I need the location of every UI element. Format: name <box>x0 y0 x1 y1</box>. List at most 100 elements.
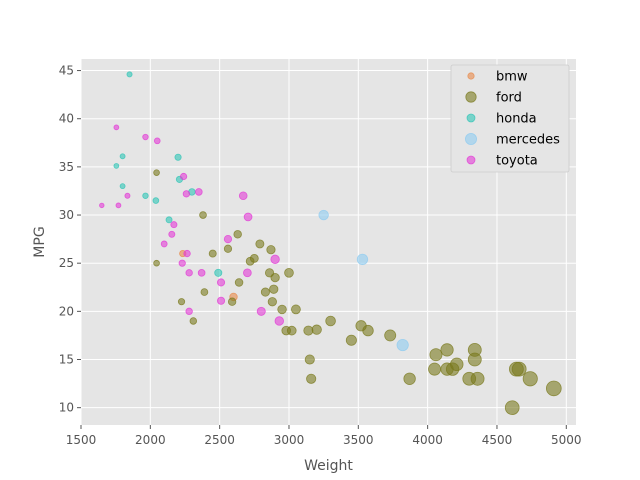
data-point-ford <box>470 371 485 386</box>
data-point-honda <box>152 197 160 204</box>
data-point-ford <box>467 352 482 367</box>
y-tick-label: 30 <box>59 208 74 222</box>
data-point-ford <box>233 230 242 239</box>
data-points <box>99 71 562 416</box>
x-tick-label: 5000 <box>551 433 582 447</box>
data-point-ford <box>345 334 357 346</box>
data-point-honda <box>126 71 133 78</box>
x-tick-label: 2000 <box>135 433 166 447</box>
data-point-ford <box>284 268 294 278</box>
data-point-toyota <box>113 124 120 131</box>
legend-box <box>450 64 570 173</box>
data-point-mercedes <box>396 338 409 352</box>
data-point-ford <box>153 169 160 176</box>
y-tick-label: 45 <box>59 64 74 78</box>
legend-marker-mercedes <box>464 132 477 145</box>
data-point-honda <box>174 153 182 161</box>
legend-label-honda: honda <box>496 112 537 127</box>
data-point-ford <box>325 315 336 327</box>
data-point-toyota <box>115 202 122 209</box>
data-point-toyota <box>270 254 280 264</box>
data-point-toyota <box>124 192 131 199</box>
x-tick-label: 4500 <box>482 433 513 447</box>
x-tick-label: 3000 <box>274 433 305 447</box>
data-point-toyota <box>168 230 176 238</box>
data-point-toyota <box>179 172 188 181</box>
data-point-toyota <box>170 221 178 229</box>
data-point-ford <box>304 354 315 365</box>
legend-label-bmw: bmw <box>496 70 528 85</box>
x-axis-label: Weight <box>304 458 353 474</box>
x-tick-label: 4000 <box>412 433 443 447</box>
legend-label-ford: ford <box>496 91 522 106</box>
legend-marker-honda <box>466 113 476 123</box>
data-point-ford <box>306 373 317 384</box>
data-point-ford <box>286 325 297 336</box>
data-point-honda <box>214 268 223 277</box>
data-point-ford <box>249 253 259 263</box>
data-point-ford <box>260 287 270 297</box>
data-point-ford <box>384 329 397 342</box>
x-axis-ticks: 1500 2000 2500 3000 3500 4000 4500 5000 <box>66 425 582 447</box>
data-point-ford <box>311 324 322 335</box>
data-point-toyota <box>217 296 226 305</box>
data-point-toyota <box>182 190 191 198</box>
data-point-toyota <box>256 306 266 316</box>
x-tick-label: 3500 <box>343 433 374 447</box>
data-point-honda <box>119 183 126 190</box>
data-point-ford <box>267 297 277 307</box>
data-point-honda <box>165 216 173 224</box>
data-point-honda <box>119 153 126 160</box>
data-point-ford <box>189 317 198 325</box>
y-axis-label: MPG <box>32 226 48 257</box>
data-point-ford <box>266 245 276 255</box>
legend-label-mercedes: mercedes <box>496 133 560 148</box>
data-point-toyota <box>195 188 203 196</box>
data-point-toyota <box>197 269 206 277</box>
data-point-toyota <box>243 268 252 278</box>
data-point-ford <box>208 249 217 258</box>
data-point-toyota <box>153 137 161 145</box>
data-point-honda <box>113 163 120 169</box>
data-point-toyota <box>185 307 193 316</box>
data-point-toyota <box>142 133 149 141</box>
data-point-ford <box>545 380 562 397</box>
legend-marker-bmw <box>467 72 475 80</box>
data-point-ford <box>269 284 279 294</box>
data-point-toyota <box>160 240 168 248</box>
y-tick-label: 25 <box>59 256 74 270</box>
x-tick-label: 2500 <box>204 433 235 447</box>
data-point-ford <box>303 325 314 336</box>
data-point-ford <box>450 357 464 372</box>
data-point-ford <box>504 400 520 416</box>
data-point-ford <box>200 288 209 296</box>
data-point-toyota <box>238 191 248 201</box>
y-tick-label: 40 <box>59 112 74 126</box>
data-point-ford <box>277 304 287 315</box>
y-tick-label: 15 <box>59 353 74 367</box>
data-point-mercedes <box>318 209 329 221</box>
data-point-toyota <box>223 235 233 244</box>
data-point-toyota <box>178 259 186 267</box>
y-tick-label: 35 <box>59 160 74 174</box>
data-point-ford <box>270 272 280 283</box>
data-point-ford <box>428 362 442 376</box>
data-point-ford <box>153 259 160 267</box>
legend-marker-ford <box>465 91 477 103</box>
data-point-ford <box>223 244 233 253</box>
data-point-ford <box>403 372 416 385</box>
data-point-ford <box>362 324 374 337</box>
data-point-ford <box>255 239 265 249</box>
data-point-toyota <box>183 249 191 258</box>
data-point-toyota <box>217 278 226 287</box>
data-point-toyota <box>243 212 253 222</box>
x-tick-label: 1500 <box>66 433 97 447</box>
data-point-ford <box>234 278 244 287</box>
legend: bmw ford honda mercedes toyota <box>450 64 570 173</box>
data-point-toyota <box>185 269 193 277</box>
data-point-mercedes <box>356 253 369 265</box>
data-point-ford <box>522 371 538 387</box>
y-tick-label: 10 <box>59 401 74 415</box>
legend-marker-toyota <box>466 155 476 165</box>
